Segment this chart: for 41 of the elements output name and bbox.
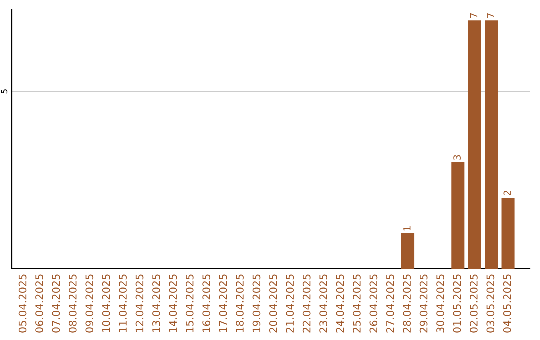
x-tick-label: 24.04.2025 (336, 274, 344, 333)
bar (468, 20, 482, 269)
x-tick-label: 19.04.2025 (252, 274, 261, 332)
data-label: 7 (470, 14, 478, 18)
bar (502, 198, 515, 269)
x-tick-label: 14.04.2025 (169, 274, 178, 332)
x-tick-label: 18.04.2025 (236, 274, 244, 332)
x-tick-label: 20.04.2025 (269, 274, 278, 333)
x-tick-label: 22.04.2025 (302, 274, 311, 333)
x-tick-label: 27.04.2025 (386, 274, 394, 333)
x-tick-label: 03.05.2025 (486, 274, 495, 333)
x-tick-label: 26.04.2025 (370, 274, 378, 333)
x-tick-label: 12.04.2025 (136, 274, 144, 332)
x-tick-label: 10.04.2025 (102, 274, 110, 332)
data-label: 3 (454, 155, 461, 160)
x-tick-label: 01.05.2025 (453, 274, 462, 333)
bar (402, 234, 415, 269)
x-tick-label: 05.04.2025 (18, 274, 27, 333)
x-tick-label: 11.04.2025 (119, 274, 127, 332)
x-tick-label: 29.04.2025 (420, 274, 428, 333)
y-tick-label: 5 (1, 90, 8, 94)
bar (485, 20, 498, 269)
x-tick-label: 17.04.2025 (219, 274, 228, 332)
x-tick-label: 16.04.2025 (202, 274, 211, 332)
x-tick-label: 04.05.2025 (503, 274, 512, 333)
data-label: 7 (487, 14, 494, 18)
x-tick-label: 06.04.2025 (36, 274, 44, 333)
x-tick-label: 28.04.2025 (403, 274, 412, 333)
x-tick-label: 09.04.2025 (86, 274, 94, 333)
data-label: 2 (504, 191, 511, 196)
x-tick-label: 15.04.2025 (186, 274, 194, 332)
x-tick-label: 02.05.2025 (470, 274, 478, 333)
x-tick-label: 07.04.2025 (52, 274, 60, 333)
x-tick-label: 30.04.2025 (436, 274, 444, 333)
x-tick-label: 08.04.2025 (68, 274, 77, 333)
bar (452, 162, 465, 269)
x-tick-label: 23.04.2025 (320, 274, 328, 333)
x-tick-label: 25.04.2025 (353, 274, 361, 333)
x-tick-label: 21.04.2025 (286, 274, 294, 333)
x-tick-label: 13.04.2025 (152, 274, 160, 332)
data-label: 1 (404, 226, 411, 231)
